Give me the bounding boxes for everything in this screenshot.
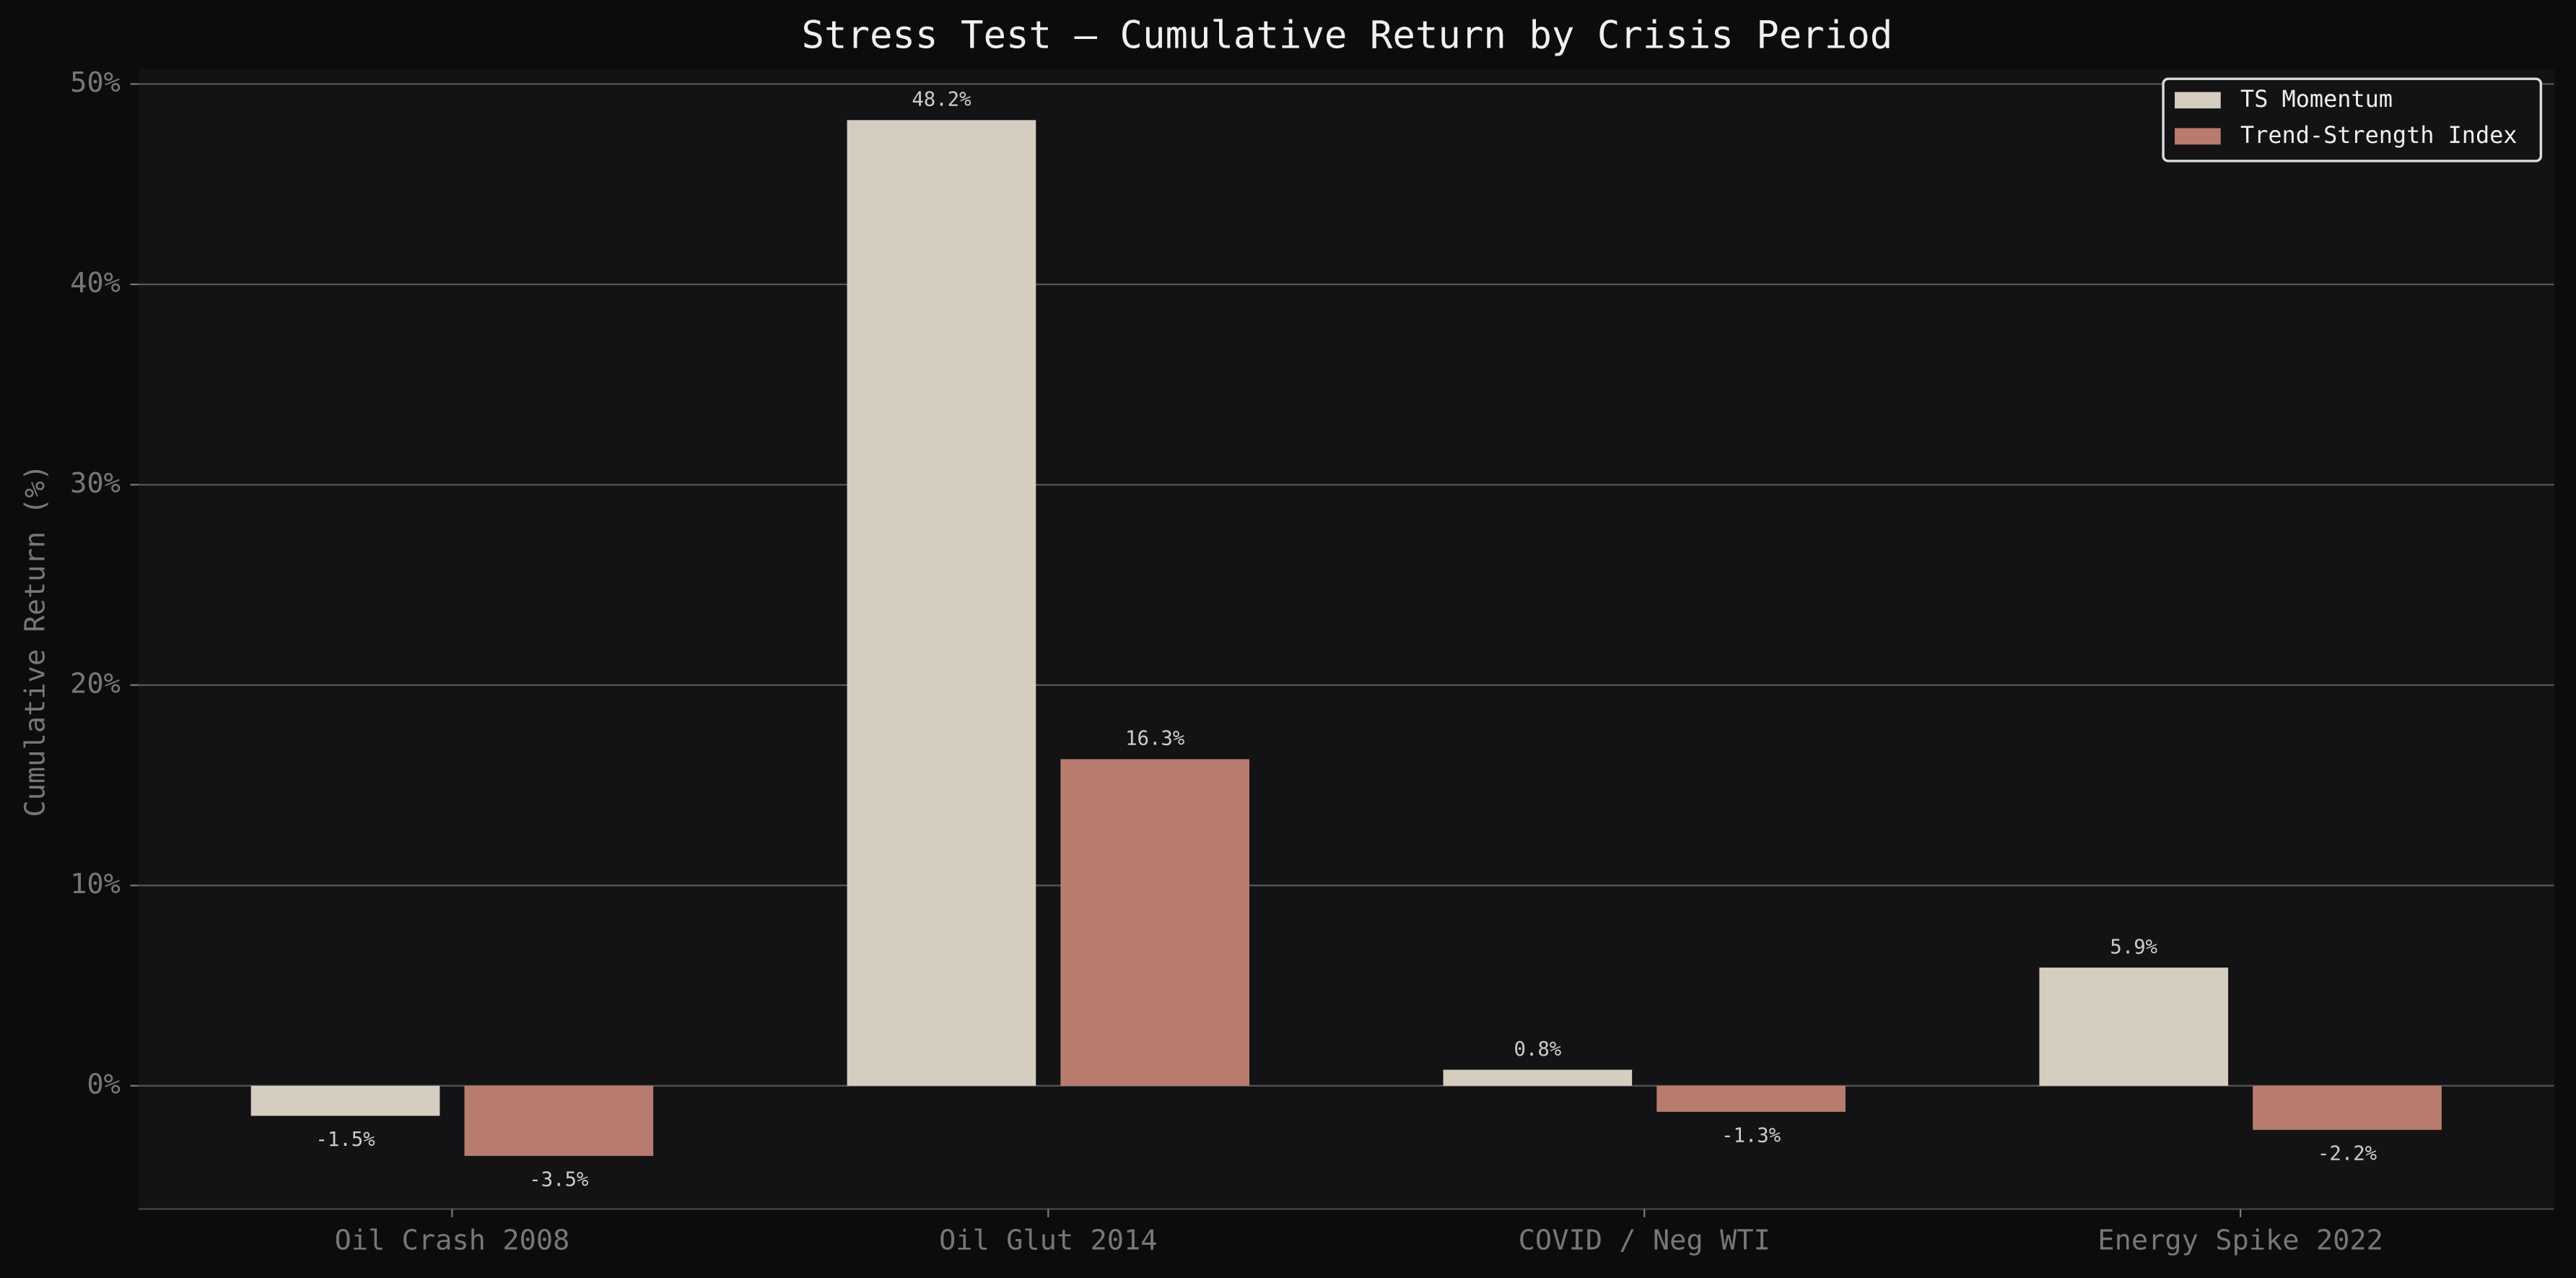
- legend-swatch: [2175, 92, 2221, 109]
- value-label: -2.2%: [2318, 1142, 2377, 1165]
- legend-box: [2162, 77, 2543, 162]
- bar: [1656, 1085, 1846, 1112]
- grid: [130, 83, 2554, 1087]
- x-tick-label: Oil Crash 2008: [334, 1224, 569, 1256]
- bar: [250, 1085, 440, 1116]
- bar: [1443, 1069, 1633, 1086]
- bar: [464, 1085, 654, 1156]
- y-tick-label: 0%: [87, 1068, 121, 1100]
- value-label: 5.9%: [2110, 936, 2157, 958]
- y-tick-label: 20%: [70, 667, 121, 700]
- bar: [2253, 1085, 2442, 1130]
- legend-swatch: [2175, 128, 2221, 145]
- value-label: -1.5%: [315, 1129, 375, 1151]
- y-tick-label: 40%: [70, 266, 121, 299]
- value-label: -3.5%: [529, 1169, 588, 1191]
- bar: [847, 120, 1036, 1086]
- y-tick-label: 50%: [70, 66, 121, 99]
- legend-label: Trend-Strength Index: [2240, 121, 2517, 149]
- bar: [2039, 968, 2229, 1086]
- y-tick-label: 30%: [70, 467, 121, 500]
- value-label: 0.8%: [1514, 1038, 1561, 1061]
- value-label: -1.3%: [1721, 1124, 1781, 1147]
- legend-label: TS Momentum: [2240, 85, 2393, 113]
- y-tick-label: 10%: [70, 868, 121, 900]
- x-tick-label: Energy Spike 2022: [2097, 1224, 2383, 1256]
- value-label: 16.3%: [1125, 728, 1184, 750]
- marks: [250, 120, 2442, 1156]
- x-tick-label: COVID / Neg WTI: [1519, 1224, 1771, 1256]
- y-axis-label: Cumulative Return (%): [19, 464, 51, 817]
- bar: [1060, 759, 1250, 1086]
- x-tick-label: Oil Glut 2014: [939, 1224, 1158, 1256]
- chart-title: Stress Test — Cumulative Return by Crisi…: [802, 13, 1893, 57]
- value-label: 48.2%: [912, 89, 971, 111]
